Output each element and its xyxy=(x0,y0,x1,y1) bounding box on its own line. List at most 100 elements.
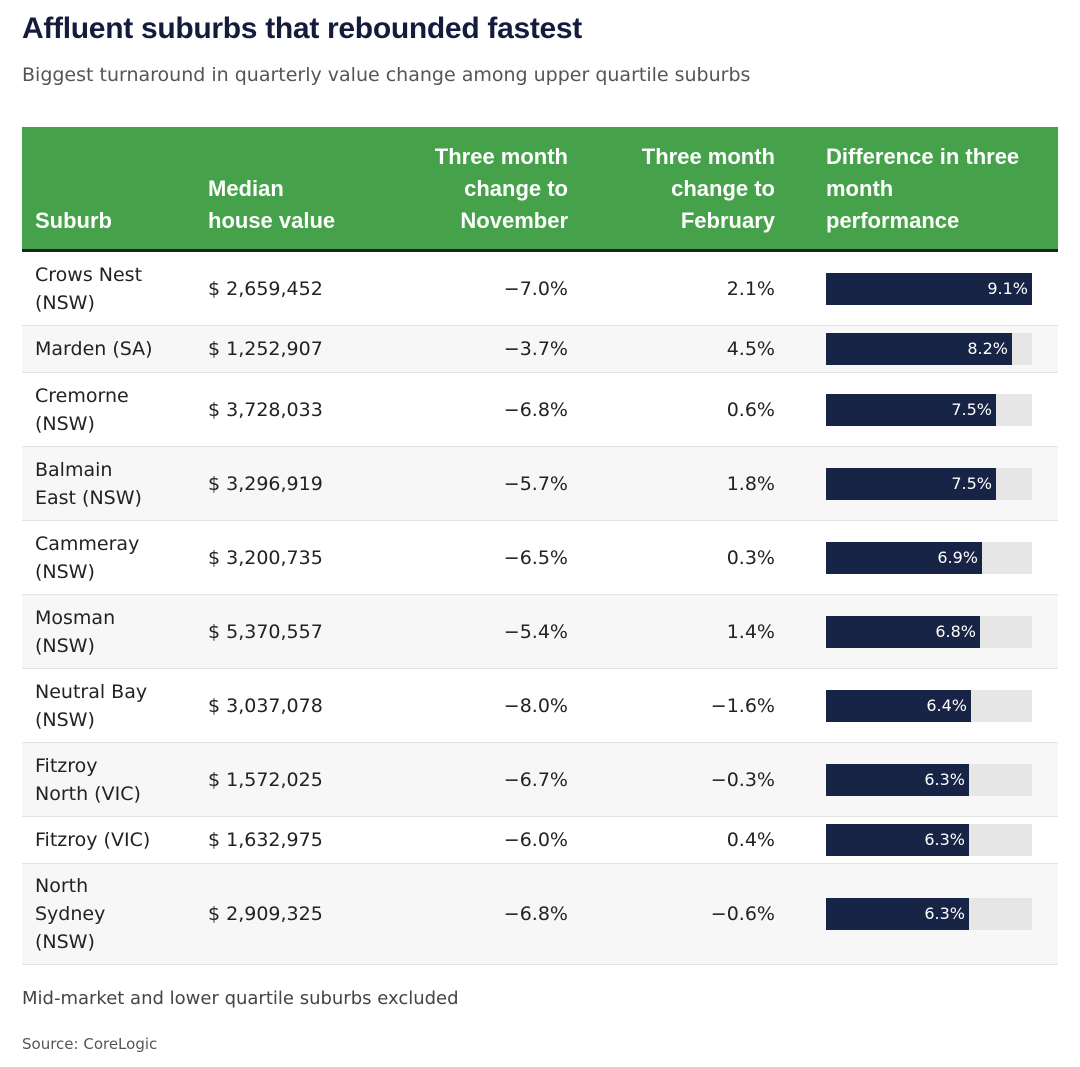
header-suburb: Suburb xyxy=(35,208,112,233)
cell-change-november: −6.8% xyxy=(503,903,568,925)
suburb-name-line: Fitzroy xyxy=(35,754,98,777)
cell-change-november: −5.7% xyxy=(503,472,568,495)
difference-bar: 9.1% xyxy=(826,272,1032,305)
suburb-name-line: (NSW) xyxy=(35,560,95,583)
chart-subtitle: Biggest turnaround in quarterly value ch… xyxy=(22,64,751,86)
difference-bar-track: 6.3% xyxy=(826,763,1032,796)
difference-bar-label: 6.3% xyxy=(924,904,965,923)
table-row: Cremorne (NSW) $ 3,728,033 −6.8% 0.6% 7.5% xyxy=(22,373,1058,447)
cell-suburb: Cremorne (NSW) xyxy=(35,382,129,438)
cell-change-february: −0.3% xyxy=(710,768,775,791)
suburb-name-line: (NSW) xyxy=(35,708,95,731)
difference-bar-label: 7.5% xyxy=(951,399,992,419)
cell-change-november: −6.0% xyxy=(503,829,568,851)
difference-bar: 6.3% xyxy=(826,763,969,796)
header-change-february: Three month change to February xyxy=(641,144,775,233)
cell-change-february: 0.4% xyxy=(726,829,775,851)
suburb-name-line: North xyxy=(35,875,89,897)
cell-median-value: $ 3,200,735 xyxy=(208,546,323,569)
data-table: Suburb Median house value Three month ch… xyxy=(22,127,1058,965)
cell-suburb: Cammeray (NSW) xyxy=(35,530,139,586)
suburb-name-line: Fitzroy (VIC) xyxy=(35,829,151,851)
suburb-name-line: Balmain xyxy=(35,458,113,481)
source-note: Source: CoreLogic xyxy=(22,1035,158,1053)
cell-change-november: −7.0% xyxy=(503,277,568,300)
cell-median-value: $ 1,572,025 xyxy=(208,768,323,791)
difference-bar-label: 8.2% xyxy=(967,339,1008,358)
cell-suburb: Mosman (NSW) xyxy=(35,604,115,660)
difference-bar-track: 6.8% xyxy=(826,615,1032,648)
difference-bar: 6.4% xyxy=(826,689,971,722)
difference-bar: 7.5% xyxy=(826,393,996,426)
difference-bar-track: 7.5% xyxy=(826,393,1032,426)
suburb-name-line: Cremorne xyxy=(35,384,129,407)
cell-change-february: 0.6% xyxy=(726,398,775,421)
cell-change-november: −6.7% xyxy=(503,768,568,791)
header-change-november: Three month change to November xyxy=(434,144,568,233)
table-row: Balmain East (NSW) $ 3,296,919 −5.7% 1.8% 7.5… xyxy=(22,447,1058,521)
table-row: Fitzroy North (VIC) $ 1,572,025 −6.7% −0.3% 6… xyxy=(22,743,1058,817)
cell-median-value: $ 2,909,325 xyxy=(208,903,323,925)
difference-bar-track: 6.3% xyxy=(826,898,1032,930)
cell-change-february: −1.6% xyxy=(710,694,775,717)
suburb-name-line: Crows Nest xyxy=(35,263,143,286)
cell-change-february: −0.6% xyxy=(710,903,775,925)
suburb-name-line: East (NSW) xyxy=(35,486,142,509)
table-row: North Sydney (NSW) $ 2,909,325 −6.8% −0.6% 6.3… xyxy=(22,864,1058,965)
suburb-name-line: Sydney xyxy=(35,903,106,925)
table-row: Fitzroy (VIC) $ 1,632,975 −6.0% 0.4% 6.3% xyxy=(22,817,1058,864)
cell-median-value: $ 3,296,919 xyxy=(208,472,323,495)
table-header: Suburb Median house value Three month ch… xyxy=(22,127,1058,252)
cell-change-november: −6.5% xyxy=(503,546,568,569)
cell-median-value: $ 3,728,033 xyxy=(208,398,323,421)
difference-bar-track: 6.3% xyxy=(826,824,1032,856)
cell-change-november: −8.0% xyxy=(503,694,568,717)
difference-bar-track: 8.2% xyxy=(826,333,1032,365)
cell-change-november: −6.8% xyxy=(503,398,568,421)
chart-title: Affluent suburbs that rebounded fastest xyxy=(22,12,582,45)
difference-bar: 6.9% xyxy=(826,541,982,574)
difference-bar-label: 6.9% xyxy=(937,547,978,567)
suburb-name-line: (NSW) xyxy=(35,291,95,314)
cell-change-february: 1.8% xyxy=(726,472,775,495)
cell-suburb: Crows Nest (NSW) xyxy=(35,261,142,317)
suburb-name-line: Mosman xyxy=(35,606,116,629)
difference-bar-label: 7.5% xyxy=(951,473,992,493)
difference-bar-label: 6.8% xyxy=(935,621,976,641)
difference-bar: 6.3% xyxy=(826,898,969,930)
table-row: Cammeray (NSW) $ 3,200,735 −6.5% 0.3% 6.9% xyxy=(22,521,1058,595)
difference-bar-label: 9.1% xyxy=(987,278,1028,298)
table-row: Neutral Bay (NSW) $ 3,037,078 −8.0% −1.6% 6.4… xyxy=(22,669,1058,743)
suburb-name-line: Cammeray xyxy=(35,532,140,555)
table-body: Crows Nest (NSW) $ 2,659,452 −7.0% 2.1% 9.1% M… xyxy=(22,252,1058,965)
difference-bar: 6.8% xyxy=(826,615,980,648)
cell-median-value: $ 1,632,975 xyxy=(208,829,323,851)
difference-bar-track: 9.1% xyxy=(826,272,1032,305)
difference-bar: 8.2% xyxy=(826,333,1012,365)
cell-suburb: Marden (SA) xyxy=(35,335,153,363)
cell-change-february: 1.4% xyxy=(726,620,775,643)
suburb-name-line: (NSW) xyxy=(35,931,95,953)
cell-suburb: Fitzroy North (VIC) xyxy=(35,752,141,808)
cell-median-value: $ 5,370,557 xyxy=(208,620,323,643)
table-row: Mosman (NSW) $ 5,370,557 −5.4% 1.4% 6.8% xyxy=(22,595,1058,669)
cell-suburb: Balmain East (NSW) xyxy=(35,456,142,512)
header-median-house-value: Median house value xyxy=(208,176,336,233)
cell-change-february: 0.3% xyxy=(726,546,775,569)
difference-bar: 7.5% xyxy=(826,467,996,500)
header-difference: Difference in three month performance xyxy=(826,144,1020,233)
cell-median-value: $ 2,659,452 xyxy=(208,277,323,300)
cell-suburb: North Sydney (NSW) xyxy=(35,872,105,956)
cell-change-november: −5.4% xyxy=(503,620,568,643)
suburb-name-line: Neutral Bay xyxy=(35,680,148,703)
table-row: Crows Nest (NSW) $ 2,659,452 −7.0% 2.1% 9.1% xyxy=(22,252,1058,326)
suburb-name-line: Marden (SA) xyxy=(35,338,153,360)
difference-bar-label: 6.4% xyxy=(926,695,967,715)
difference-bar-track: 6.4% xyxy=(826,689,1032,722)
cell-median-value: $ 3,037,078 xyxy=(208,694,323,717)
table-row: Marden (SA) $ 1,252,907 −3.7% 4.5% 8.2% xyxy=(22,326,1058,373)
cell-suburb: Neutral Bay (NSW) xyxy=(35,678,147,734)
difference-bar-track: 6.9% xyxy=(826,541,1032,574)
difference-bar: 6.3% xyxy=(826,824,969,856)
difference-bar-label: 6.3% xyxy=(924,830,965,849)
